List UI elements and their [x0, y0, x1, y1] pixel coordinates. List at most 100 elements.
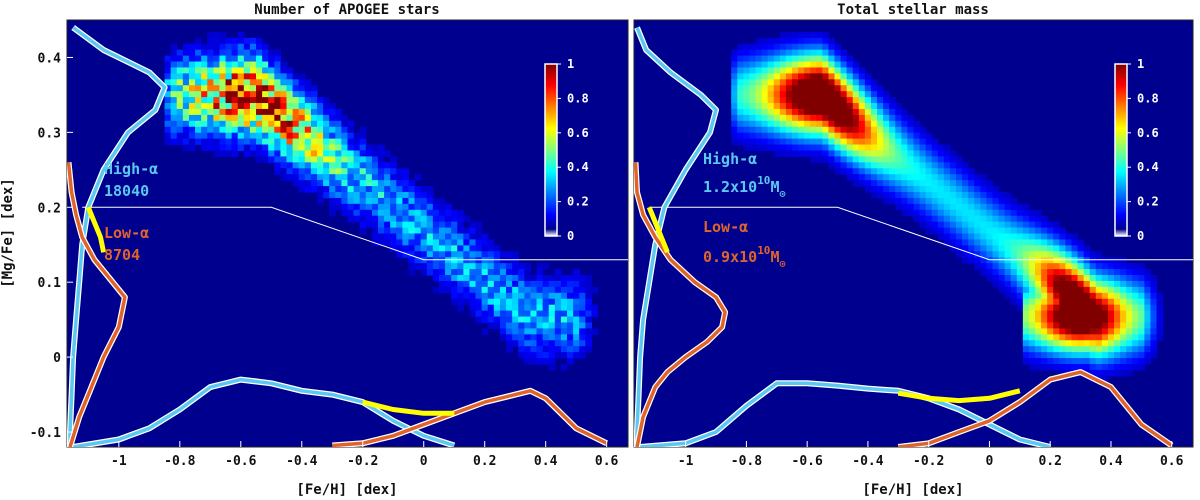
heatmap-cell: [536, 322, 544, 329]
heatmap-cell: [1035, 215, 1042, 223]
heatmap-cell: [907, 191, 915, 199]
heatmap-cell: [804, 126, 811, 134]
x-tick-label: 0.4: [534, 454, 558, 469]
heatmap-cell: [499, 322, 507, 329]
heatmap-cell: [1107, 358, 1115, 365]
heatmap-cell: [767, 73, 775, 80]
heatmap-cell: [249, 49, 257, 57]
heatmap-cell: [463, 275, 471, 282]
heatmap-cell: [329, 191, 336, 199]
heatmap-cell: [213, 108, 221, 116]
heatmap-cell: [323, 191, 330, 199]
heatmap-cell: [1041, 263, 1048, 270]
heatmap-cell: [243, 150, 251, 157]
heatmap-cell: [1138, 358, 1145, 365]
heatmap-cell: [286, 132, 294, 140]
heatmap-cell: [731, 108, 738, 116]
heatmap-cell: [457, 304, 464, 312]
heatmap-cell: [901, 168, 909, 175]
heatmap-cell: [292, 85, 300, 92]
heatmap-cell: [1071, 269, 1079, 276]
heatmap-cell: [317, 162, 324, 169]
heatmap-cell: [512, 304, 519, 312]
heatmap-cell: [493, 286, 501, 294]
heatmap-cell: [365, 180, 373, 187]
heatmap-cell: [445, 280, 452, 288]
heatmap-cell: [512, 275, 519, 282]
heatmap-cell: [731, 132, 738, 140]
heatmap-cell: [1071, 334, 1079, 341]
heatmap-cell: [1041, 257, 1048, 264]
heatmap-cell: [304, 97, 312, 104]
heatmap-cell: [1126, 369, 1133, 377]
heatmap-cell: [396, 245, 403, 252]
heatmap-cell: [176, 67, 184, 74]
heatmap-cell: [1077, 292, 1085, 300]
heatmap-cell: [1010, 215, 1018, 223]
heatmap-cell: [785, 49, 793, 57]
heatmap-cell: [791, 67, 799, 74]
heatmap-cell: [779, 138, 787, 146]
distribution-curves: [67, 25, 609, 447]
heatmap-cell: [1095, 280, 1103, 288]
heatmap-cell: [895, 144, 902, 152]
heatmap-cell: [451, 257, 458, 264]
heatmap-cell: [852, 144, 860, 152]
heatmap-cell: [1138, 280, 1145, 288]
heatmap-cell: [176, 114, 184, 122]
heatmap-cell: [542, 322, 550, 329]
heatmap-cell: [779, 132, 787, 140]
heatmap-cell: [463, 286, 471, 294]
heatmap-cell: [1138, 340, 1145, 347]
heatmap-cell: [432, 245, 440, 252]
heatmap-cell: [292, 79, 300, 86]
heatmap-cell: [286, 73, 294, 80]
heatmap-cell: [895, 168, 902, 175]
heatmap-cell: [1095, 352, 1103, 359]
heatmap-cell: [164, 91, 172, 98]
heatmap-cell: [870, 132, 878, 140]
heatmap-cell: [858, 108, 866, 116]
heatmap-cell: [256, 85, 263, 92]
heatmap-cell: [353, 132, 361, 140]
heatmap-cell: [506, 263, 513, 270]
heatmap-cell: [913, 138, 921, 146]
heatmap-cell: [408, 245, 416, 252]
heatmap-cell: [390, 156, 397, 163]
heatmap-cell: [335, 156, 342, 163]
heatmap-cell: [852, 61, 860, 69]
heatmap-cell: [925, 138, 933, 146]
heatmap-cell: [1047, 280, 1054, 288]
heatmap-cell: [962, 233, 969, 241]
heatmap-cell: [274, 120, 282, 128]
heatmap-cell: [1144, 292, 1152, 300]
heatmap-cell: [907, 132, 915, 140]
heatmap-cell: [931, 197, 939, 205]
heatmap-cell: [524, 310, 532, 318]
heatmap-cell: [371, 203, 379, 211]
heatmap-cell: [195, 37, 202, 45]
heatmap-cell: [1126, 358, 1133, 365]
heatmap-cell: [506, 340, 513, 347]
heatmap-cell: [919, 126, 927, 134]
heatmap-cell: [542, 298, 550, 306]
heatmap-cell: [785, 126, 793, 134]
heatmap-cell: [298, 186, 306, 193]
heatmap-cell: [237, 43, 245, 51]
x-tick-label: 0.2: [473, 454, 496, 469]
heatmap-cell: [883, 103, 890, 110]
heatmap-cell: [390, 203, 397, 211]
heatmap-cell: [1059, 334, 1067, 341]
heatmap-cell: [1022, 286, 1030, 294]
heatmap-cell: [560, 316, 568, 324]
heatmap-cell: [901, 174, 909, 181]
heatmap-cell: [237, 61, 245, 69]
heatmap-cell: [846, 114, 854, 122]
heatmap-cell: [1022, 328, 1030, 335]
heatmap-cell: [249, 67, 257, 74]
heatmap-cell: [895, 108, 902, 116]
heatmap-cell: [767, 132, 775, 140]
heatmap-cell: [506, 346, 513, 353]
heatmap-cell: [1114, 334, 1121, 341]
heatmap-cell: [487, 245, 495, 252]
